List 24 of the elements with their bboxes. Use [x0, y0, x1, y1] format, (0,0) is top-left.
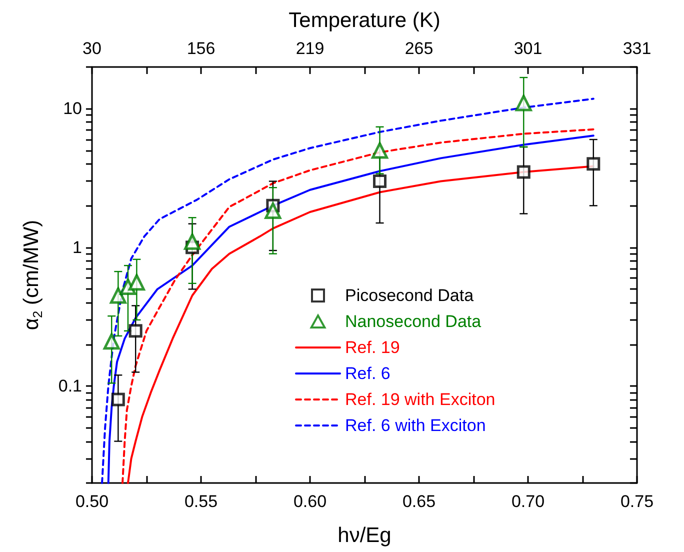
x-tick-label: 0.65 [402, 492, 436, 511]
x-axis-title: hν/Eg [338, 524, 392, 547]
y-tick-label: 0.1 [58, 376, 82, 396]
x-tick-label: 0.55 [184, 492, 218, 511]
x2-axis-title: Temperature (K) [288, 9, 440, 32]
legend-label: Ref. 19 [345, 338, 400, 357]
x-tick-label: 0.50 [75, 492, 109, 511]
x-tick-label: 0.70 [511, 492, 545, 511]
y-tick-label: 10 [63, 99, 82, 118]
text: 265 [404, 39, 434, 58]
text: 156 [186, 39, 216, 58]
legend-label: Picosecond Data [345, 286, 474, 305]
text: 30 [82, 39, 102, 58]
y-tick-label: 1 [72, 238, 82, 257]
text: 301 [514, 39, 542, 58]
legend-label: Ref. 6 [345, 364, 390, 383]
y-axis-title: α2 (cm/MW) [20, 220, 45, 330]
legend-label: Nanosecond Data [345, 312, 482, 331]
text: 219 [296, 39, 324, 58]
text: 331 [622, 39, 652, 58]
legend-label: Ref. 6 with Exciton [345, 416, 486, 435]
x-tick-label: 0.75 [620, 492, 654, 511]
x-tick-label: 0.60 [293, 492, 327, 511]
legend-label: Ref. 19 with Exciton [345, 390, 496, 409]
